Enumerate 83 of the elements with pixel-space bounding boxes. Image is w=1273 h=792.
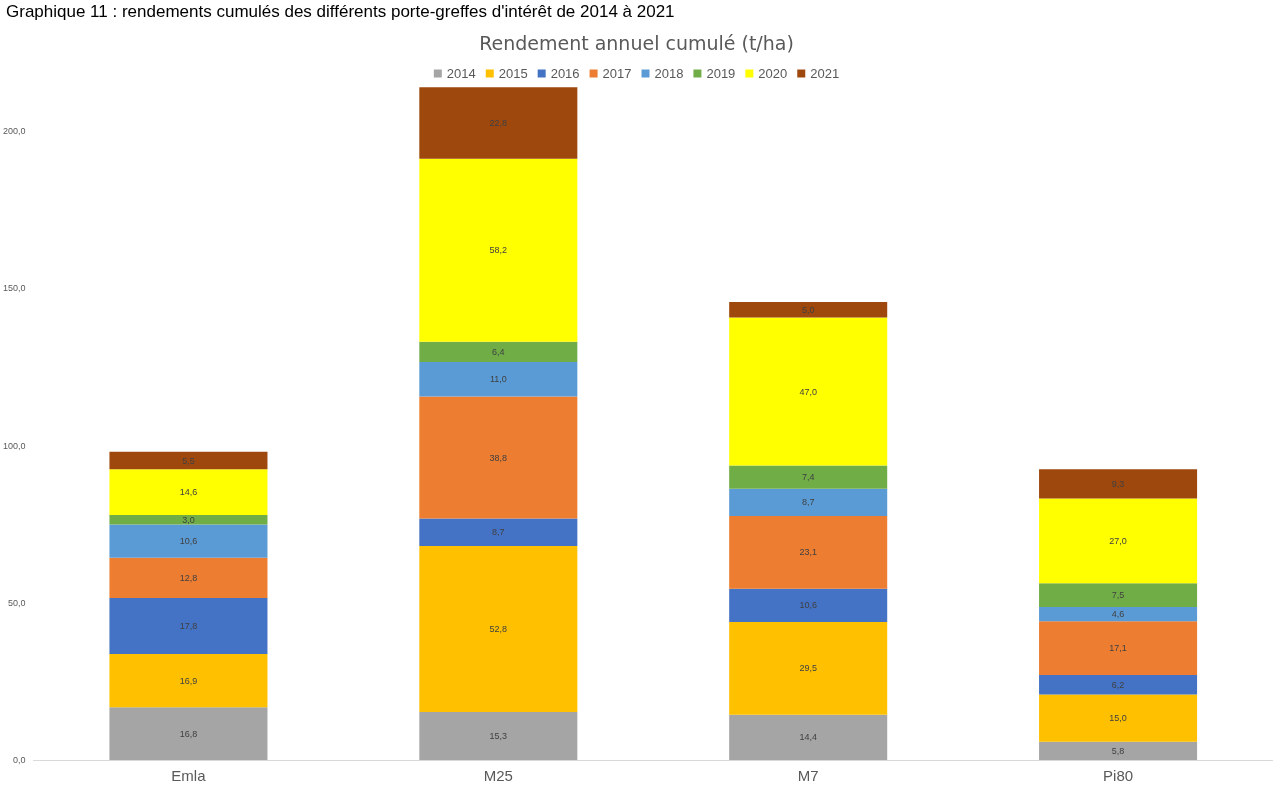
bar bbox=[109, 469, 268, 516]
data-label: 10,6 bbox=[179, 536, 198, 547]
bar bbox=[419, 341, 578, 362]
data-label: 17,8 bbox=[179, 621, 198, 632]
data-label: 38,8 bbox=[489, 452, 508, 463]
legend-label: 2019 bbox=[706, 66, 736, 81]
bar bbox=[729, 621, 888, 715]
data-label: 5,5 bbox=[182, 455, 195, 466]
x-tick-label: M25 bbox=[483, 767, 513, 784]
data-label: 16,9 bbox=[179, 675, 198, 686]
data-label: 4,6 bbox=[1111, 609, 1125, 620]
y-tick-label: 150,0 bbox=[2, 283, 26, 294]
data-label: 16,8 bbox=[179, 728, 198, 739]
legend-label: 2015 bbox=[498, 66, 528, 81]
chart-title: Rendement annuel cumulé (t/ha) bbox=[479, 31, 794, 54]
bar bbox=[1039, 606, 1198, 622]
y-tick-label: 100,0 bbox=[2, 440, 26, 451]
bar bbox=[1039, 498, 1198, 584]
data-label: 9,3 bbox=[1111, 478, 1125, 489]
data-label: 5,8 bbox=[1111, 745, 1125, 756]
data-label: 12,8 bbox=[179, 572, 198, 583]
bar bbox=[1039, 469, 1198, 499]
bar bbox=[419, 396, 578, 519]
legend-label: 2018 bbox=[654, 66, 684, 81]
y-tick-label: 50,0 bbox=[7, 597, 26, 608]
data-label: 27,0 bbox=[1109, 535, 1127, 546]
bar bbox=[419, 87, 578, 159]
bar bbox=[419, 518, 578, 546]
data-label: 29,5 bbox=[799, 663, 817, 674]
data-label: 17,1 bbox=[1109, 643, 1127, 654]
data-label: 8,7 bbox=[801, 497, 815, 508]
bar bbox=[729, 714, 888, 760]
data-label: 3,0 bbox=[182, 514, 195, 525]
bar bbox=[419, 545, 578, 712]
data-label: 23,1 bbox=[799, 547, 817, 558]
legend-label: 2021 bbox=[810, 66, 840, 81]
text: Graphique 11 : rendements cumulés des différents porte-greffes d'intérêt de 2014 à 2021 bbox=[6, 2, 675, 21]
data-label: 14,4 bbox=[799, 732, 817, 743]
bar bbox=[729, 465, 888, 489]
data-label: 5,0 bbox=[801, 304, 815, 315]
bar bbox=[109, 451, 268, 470]
bar bbox=[729, 488, 888, 517]
bar bbox=[419, 158, 578, 342]
bar bbox=[729, 317, 888, 466]
bar bbox=[1039, 621, 1198, 676]
legend-label: 2017 bbox=[602, 66, 632, 81]
x-tick-label: Emla bbox=[171, 767, 207, 784]
bar bbox=[1039, 583, 1198, 607]
data-label: 8,7 bbox=[492, 527, 505, 538]
data-label: 47,0 bbox=[799, 386, 817, 397]
bar bbox=[1039, 675, 1198, 695]
data-label: 15,3 bbox=[489, 730, 508, 741]
legend-label: 2014 bbox=[446, 66, 476, 81]
bar bbox=[109, 515, 268, 525]
x-tick-label: Pi80 bbox=[1103, 767, 1134, 784]
data-label: 6,2 bbox=[1111, 679, 1125, 690]
y-tick-label: 200,0 bbox=[2, 126, 26, 137]
bar bbox=[109, 707, 268, 760]
bar bbox=[109, 598, 268, 655]
bar bbox=[419, 361, 578, 397]
legend-label: 2016 bbox=[550, 66, 580, 81]
bar bbox=[729, 516, 888, 589]
data-label: 22,8 bbox=[489, 117, 508, 128]
y-tick-label: 0,0 bbox=[13, 755, 26, 765]
bar bbox=[1039, 741, 1198, 760]
data-label: 6,4 bbox=[492, 346, 505, 357]
data-label: 7,4 bbox=[801, 472, 815, 483]
bar bbox=[419, 711, 578, 760]
bar bbox=[109, 654, 268, 708]
data-label: 7,5 bbox=[1111, 590, 1125, 601]
data-label: 52,8 bbox=[489, 623, 508, 634]
x-tick-label: M7 bbox=[797, 767, 819, 784]
bar bbox=[729, 588, 888, 622]
data-label: 10,6 bbox=[799, 600, 817, 611]
bar bbox=[109, 524, 268, 558]
bar bbox=[1039, 694, 1198, 742]
legend-label: 2020 bbox=[758, 66, 788, 81]
data-label: 14,6 bbox=[179, 487, 198, 498]
bar bbox=[109, 557, 268, 599]
bar bbox=[729, 301, 888, 318]
data-label: 11,0 bbox=[489, 374, 507, 385]
data-label: 58,2 bbox=[489, 245, 508, 256]
data-label: 15,0 bbox=[1109, 713, 1127, 724]
